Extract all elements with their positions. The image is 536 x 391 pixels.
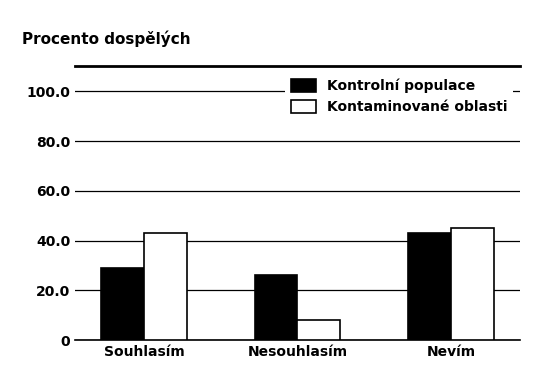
Bar (101, 268, 144, 340)
Bar (451, 228, 494, 340)
Bar (408, 233, 451, 340)
Bar (297, 320, 340, 340)
Legend: Kontrolní populace, Kontaminované oblasti: Kontrolní populace, Kontaminované oblast… (285, 74, 513, 120)
Bar (255, 276, 297, 340)
Text: Procento dospělých: Procento dospělých (21, 31, 190, 47)
Bar (144, 233, 187, 340)
